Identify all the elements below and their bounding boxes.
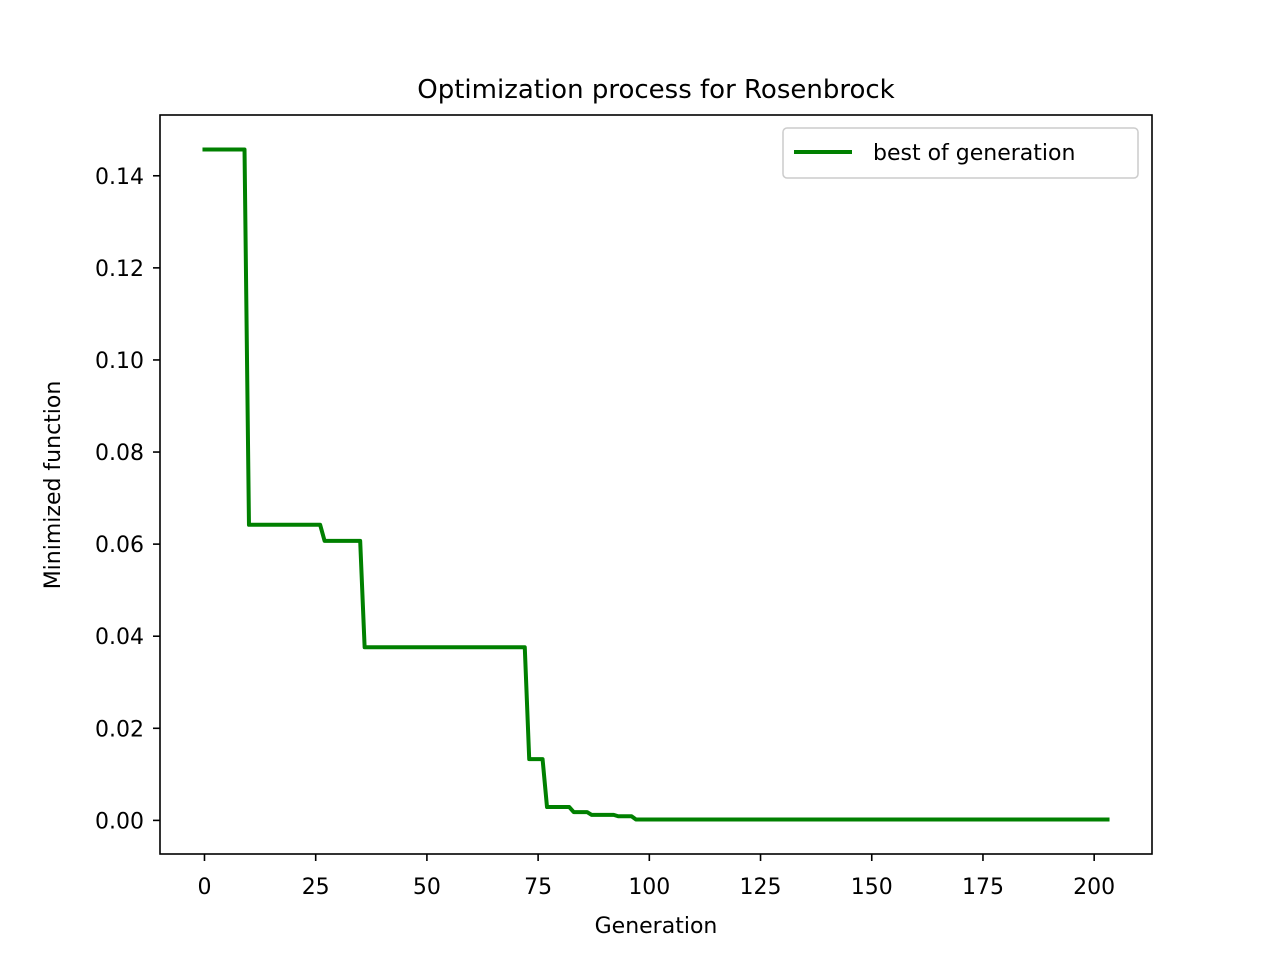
y-axis-label: Minimized function: [41, 381, 66, 590]
x-tick-label: 150: [851, 875, 893, 900]
x-tick-label: 25: [302, 875, 330, 900]
y-tick-label: 0.10: [95, 349, 144, 374]
x-tick-label: 100: [628, 875, 670, 900]
series-line-0: [202, 147, 1110, 822]
x-tick-label: 75: [524, 875, 552, 900]
legend: best of generation: [782, 127, 1139, 179]
x-tick-label: 175: [962, 875, 1004, 900]
y-tick-label: 0.14: [95, 165, 144, 190]
x-tick-label: 200: [1073, 875, 1115, 900]
chart-title: Optimization process for Rosenbrock: [417, 75, 894, 105]
y-tick-label: 0.04: [95, 625, 144, 650]
x-axis-ticks: 0 25 50 75 100 125 150 175 200: [197, 854, 1115, 900]
y-tick-label: 0.12: [95, 257, 144, 282]
x-axis-label: Generation: [595, 914, 718, 939]
x-tick-label: 50: [413, 875, 441, 900]
y-tick-label: 0.06: [95, 533, 144, 558]
y-axis-ticks: 0.00 0.02 0.04 0.06 0.08 0.10 0.12 0.14: [95, 165, 160, 834]
y-tick-label: 0.02: [95, 717, 144, 742]
x-tick-label: 125: [740, 875, 782, 900]
plot-area: [159, 114, 1153, 855]
x-tick-label: 0: [197, 875, 211, 900]
legend-box: [782, 127, 1139, 179]
y-tick-label: 0.08: [95, 441, 144, 466]
legend-label: best of generation: [873, 141, 1075, 166]
y-tick-label: 0.00: [95, 809, 144, 834]
series-layer: [202, 147, 1110, 822]
axes-frame: [159, 114, 1153, 855]
